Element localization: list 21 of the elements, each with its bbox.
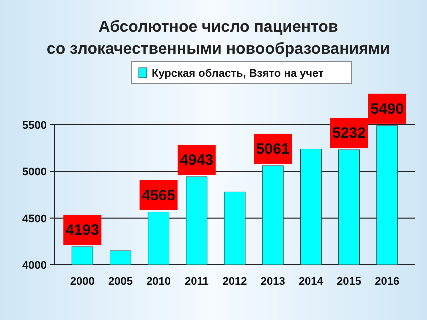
y-tick-label: 5500 bbox=[22, 120, 47, 132]
x-tick-label: 2005 bbox=[108, 276, 133, 288]
y-tick-label: 4000 bbox=[22, 260, 47, 272]
chart-title: Абсолютное число пациентов со злокачественными новообразованиями bbox=[46, 19, 390, 58]
data-label: 4193 bbox=[66, 222, 100, 239]
x-tick-label: 2016 bbox=[375, 276, 400, 288]
data-label: 4565 bbox=[142, 187, 176, 204]
x-tick-label: 2011 bbox=[184, 276, 209, 288]
data-label: 5232 bbox=[332, 125, 366, 142]
x-tick-label: 2015 bbox=[337, 276, 362, 288]
data-label: 5490 bbox=[370, 100, 404, 118]
x-tick-label: 2013 bbox=[260, 276, 286, 288]
x-tick-label: 2012 bbox=[222, 276, 248, 288]
legend-label: Курская область, Взято на учет bbox=[152, 68, 324, 80]
x-tick-label: 2000 bbox=[70, 276, 95, 288]
y-tick-label: 5000 bbox=[22, 166, 47, 179]
x-tick-label: 2010 bbox=[146, 276, 172, 288]
y-tick-label: 4500 bbox=[22, 213, 47, 226]
data-label: 5061 bbox=[256, 140, 290, 158]
x-tick-label: 2014 bbox=[298, 276, 324, 288]
data-label: 4943 bbox=[180, 152, 214, 169]
